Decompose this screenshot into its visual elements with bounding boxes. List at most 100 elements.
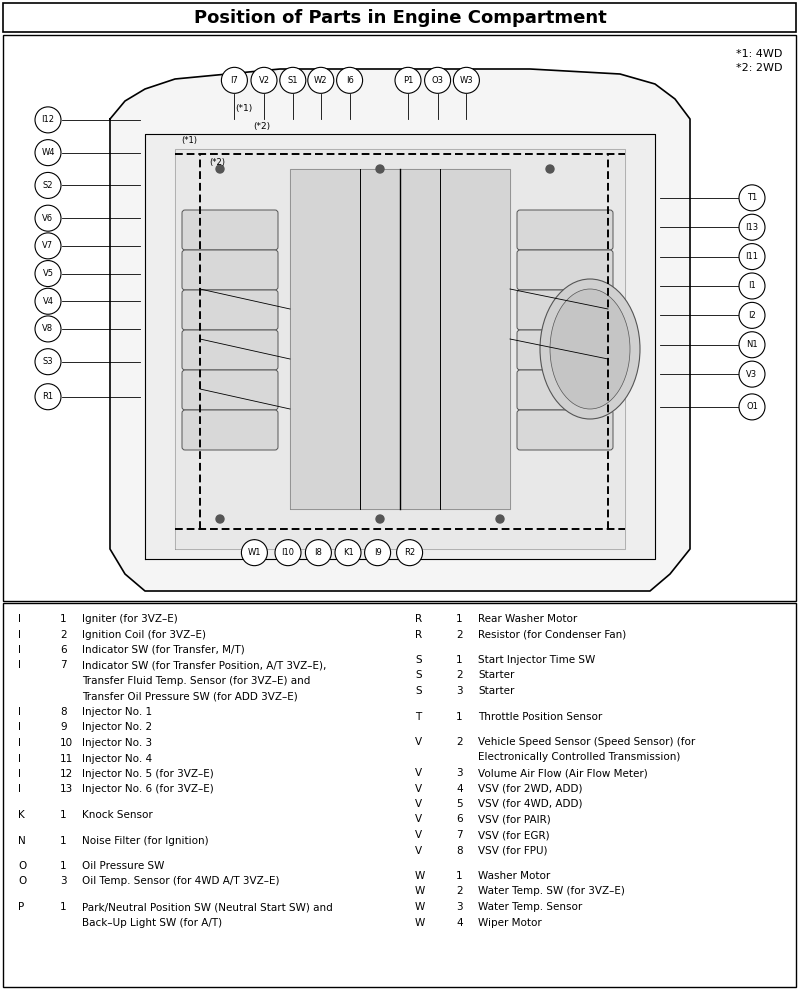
Text: Ignition Coil (for 3VZ–E): Ignition Coil (for 3VZ–E): [82, 630, 206, 640]
Circle shape: [280, 67, 306, 93]
Text: (*2): (*2): [209, 158, 225, 167]
Text: Park/Neutral Position SW (Neutral Start SW) and: Park/Neutral Position SW (Neutral Start …: [82, 902, 333, 912]
Text: W: W: [415, 886, 426, 896]
Text: VSV (for 4WD, ADD): VSV (for 4WD, ADD): [478, 799, 582, 809]
Circle shape: [376, 165, 384, 173]
Text: 6: 6: [456, 815, 462, 825]
Text: V: V: [415, 830, 422, 840]
Text: V5: V5: [42, 269, 54, 278]
Text: 1: 1: [456, 871, 462, 881]
Text: 1: 1: [456, 655, 462, 665]
Text: Start Injector Time SW: Start Injector Time SW: [478, 655, 595, 665]
Text: W2: W2: [314, 76, 327, 85]
Text: V7: V7: [42, 241, 54, 250]
Text: I11: I11: [746, 252, 758, 261]
Text: 10: 10: [60, 738, 73, 748]
Text: 1: 1: [456, 614, 462, 624]
Text: 11: 11: [60, 754, 74, 764]
Text: V: V: [415, 783, 422, 793]
Circle shape: [35, 172, 61, 199]
FancyBboxPatch shape: [182, 370, 278, 410]
FancyBboxPatch shape: [182, 210, 278, 250]
Text: V: V: [415, 768, 422, 778]
Text: I8: I8: [314, 548, 322, 557]
Circle shape: [35, 205, 61, 231]
Text: V4: V4: [42, 297, 54, 306]
Text: Injector No. 2: Injector No. 2: [82, 723, 152, 733]
Polygon shape: [290, 169, 510, 509]
Text: 3: 3: [60, 876, 66, 886]
Text: 2: 2: [456, 737, 462, 747]
Text: W: W: [415, 902, 426, 912]
Circle shape: [739, 185, 765, 211]
Text: Transfer Fluid Temp. Sensor (for 3VZ–E) and: Transfer Fluid Temp. Sensor (for 3VZ–E) …: [82, 676, 310, 686]
Text: I2: I2: [748, 311, 756, 319]
Text: 5: 5: [456, 799, 462, 809]
Text: I12: I12: [42, 116, 54, 125]
Text: V: V: [415, 846, 422, 855]
Circle shape: [337, 67, 362, 93]
Circle shape: [35, 384, 61, 409]
Circle shape: [376, 515, 384, 523]
Text: W1: W1: [248, 548, 261, 557]
Circle shape: [425, 67, 450, 93]
Text: Knock Sensor: Knock Sensor: [82, 810, 153, 820]
Text: 9: 9: [60, 723, 66, 733]
Ellipse shape: [540, 279, 640, 419]
Text: I6: I6: [346, 76, 354, 85]
Text: O1: O1: [746, 403, 758, 411]
Text: Wiper Motor: Wiper Motor: [478, 918, 542, 928]
Circle shape: [216, 515, 224, 523]
Text: 3: 3: [456, 902, 462, 912]
Text: W: W: [415, 918, 426, 928]
Text: (*1): (*1): [235, 105, 253, 114]
Text: 6: 6: [60, 645, 66, 655]
Text: 4: 4: [456, 783, 462, 793]
Text: Vehicle Speed Sensor (Speed Sensor) (for: Vehicle Speed Sensor (Speed Sensor) (for: [478, 737, 695, 747]
Text: N: N: [18, 836, 26, 846]
Circle shape: [275, 540, 301, 566]
Text: I: I: [18, 738, 21, 748]
Text: I10: I10: [282, 548, 294, 557]
Circle shape: [739, 361, 765, 387]
Text: Injector No. 4: Injector No. 4: [82, 754, 152, 764]
Text: V6: V6: [42, 214, 54, 223]
Circle shape: [251, 67, 277, 93]
Text: VSV (for 2WD, ADD): VSV (for 2WD, ADD): [478, 783, 582, 793]
Circle shape: [35, 107, 61, 133]
Circle shape: [395, 67, 421, 93]
Text: (*1): (*1): [182, 136, 198, 145]
Circle shape: [397, 540, 422, 566]
Text: R2: R2: [404, 548, 415, 557]
Text: V8: V8: [42, 324, 54, 333]
Text: Electronically Controlled Transmission): Electronically Controlled Transmission): [478, 753, 680, 763]
FancyBboxPatch shape: [182, 410, 278, 450]
Text: Rear Washer Motor: Rear Washer Motor: [478, 614, 578, 624]
Text: Injector No. 3: Injector No. 3: [82, 738, 152, 748]
Text: V: V: [415, 799, 422, 809]
Polygon shape: [110, 69, 690, 591]
Text: 12: 12: [60, 769, 74, 779]
Text: Noise Filter (for Ignition): Noise Filter (for Ignition): [82, 836, 209, 846]
Circle shape: [242, 540, 267, 566]
Text: Throttle Position Sensor: Throttle Position Sensor: [478, 711, 602, 722]
Text: Oil Temp. Sensor (for 4WD A/T 3VZ–E): Oil Temp. Sensor (for 4WD A/T 3VZ–E): [82, 876, 279, 886]
Text: Volume Air Flow (Air Flow Meter): Volume Air Flow (Air Flow Meter): [478, 768, 648, 778]
FancyBboxPatch shape: [182, 330, 278, 370]
Text: 1: 1: [60, 861, 66, 871]
Circle shape: [35, 349, 61, 375]
Text: 1: 1: [60, 836, 66, 846]
Circle shape: [739, 394, 765, 420]
Circle shape: [35, 315, 61, 342]
Text: 3: 3: [456, 768, 462, 778]
Polygon shape: [175, 149, 625, 549]
Circle shape: [739, 303, 765, 328]
Text: 2: 2: [456, 630, 462, 640]
Text: I: I: [18, 707, 21, 717]
Text: Injector No. 1: Injector No. 1: [82, 707, 152, 717]
Circle shape: [365, 540, 390, 566]
Circle shape: [454, 67, 479, 93]
Text: 1: 1: [60, 614, 66, 624]
Text: 2: 2: [456, 671, 462, 680]
Text: S: S: [415, 686, 422, 696]
